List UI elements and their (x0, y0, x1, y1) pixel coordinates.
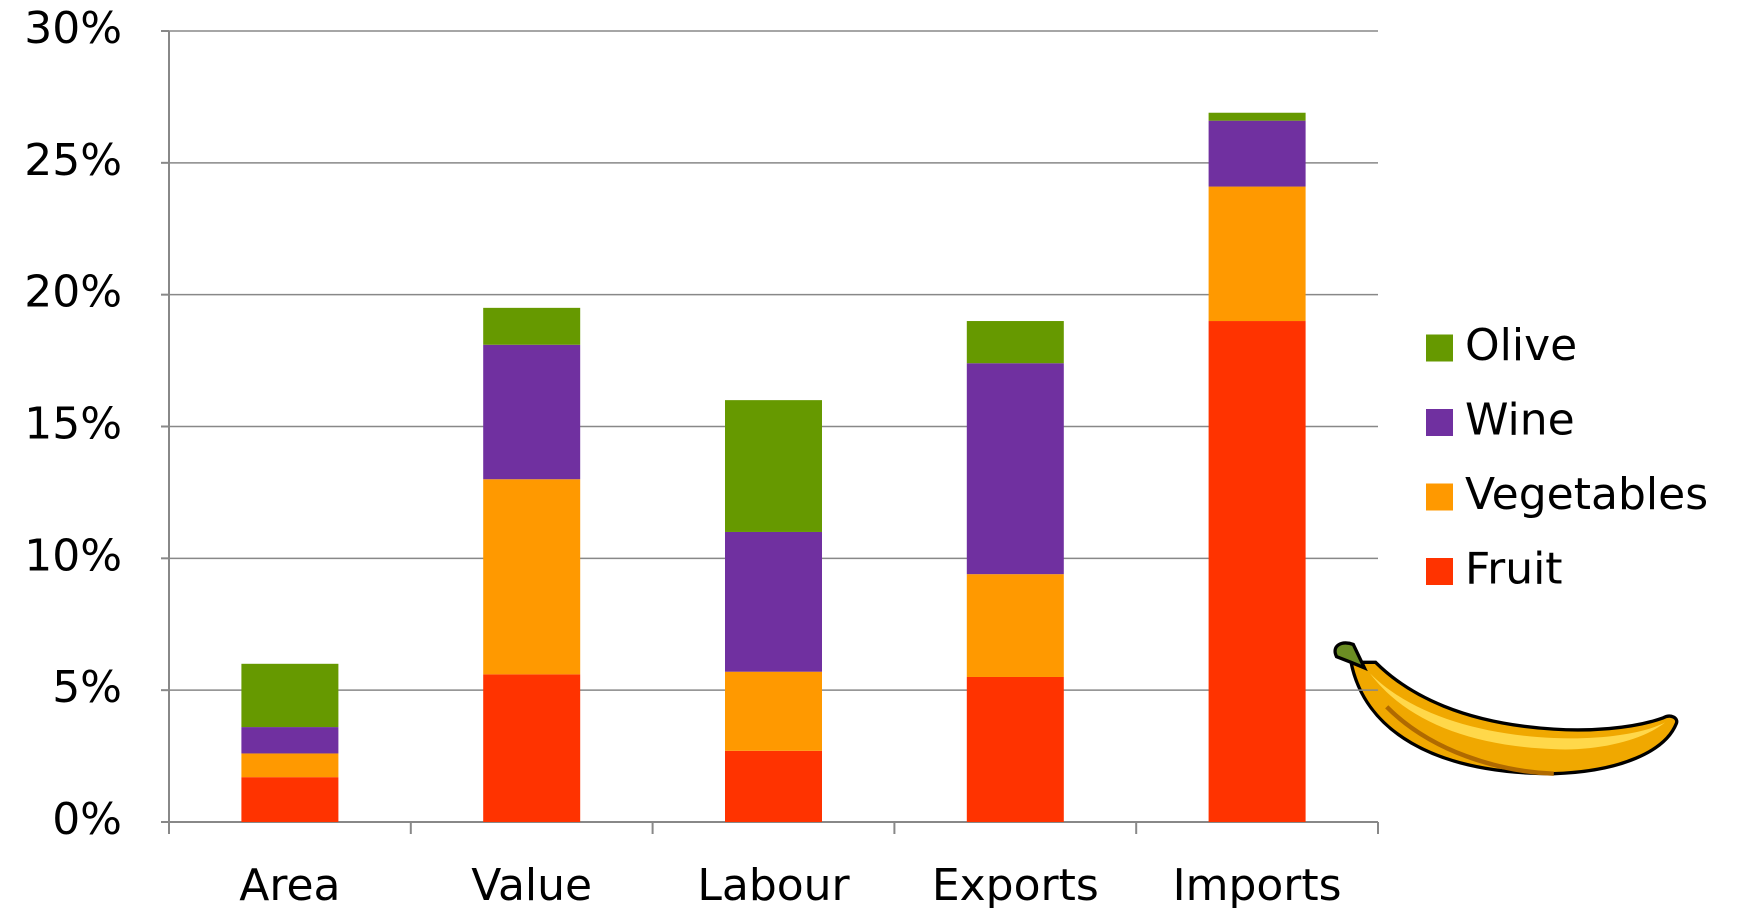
legend-swatch (1426, 334, 1453, 362)
bar-segment (483, 479, 581, 675)
bar-segment (483, 674, 581, 822)
y-tick-label: 10% (24, 530, 122, 581)
bar-segment (1208, 186, 1306, 322)
bar-segment (1208, 112, 1306, 121)
bar-segment (241, 777, 339, 822)
x-tick-label: Area (239, 860, 340, 908)
y-tick-label: 5% (52, 662, 122, 713)
bar-segment (966, 363, 1064, 575)
bar-segment (725, 671, 822, 751)
bar-segment (241, 753, 339, 778)
bar-segment (241, 727, 339, 754)
bar-segment (483, 307, 581, 345)
banana (1333, 641, 1679, 776)
bar-segment (966, 676, 1064, 822)
legend-label: Vegetables (1465, 469, 1708, 520)
bar-segment (483, 344, 581, 480)
y-tick-label: 25% (24, 135, 122, 186)
x-tick-label: Labour (697, 860, 850, 908)
legend-swatch (1426, 558, 1453, 585)
y-tick-label: 0% (52, 794, 122, 845)
legend-label: Olive (1465, 320, 1577, 371)
y-tick-label: 15% (24, 399, 122, 450)
bar-segment (966, 321, 1064, 364)
legend-label: Fruit (1465, 544, 1563, 595)
x-tick-label: Imports (1173, 860, 1342, 908)
legend-swatch (1426, 483, 1453, 511)
legend-label: Wine (1465, 395, 1575, 446)
y-tick-label: 20% (24, 267, 122, 318)
bar-segment (725, 750, 822, 822)
bar-segment (725, 531, 822, 672)
y-tick-label: 30% (24, 3, 122, 54)
bar-segment (1208, 321, 1306, 822)
bar-segment (725, 400, 822, 532)
bar-segment (966, 574, 1064, 677)
bar-segment (1208, 120, 1306, 187)
x-tick-label: Exports (932, 860, 1099, 908)
x-tick-label: Value (471, 860, 592, 908)
bar-segment (241, 663, 339, 728)
legend-swatch (1426, 409, 1453, 436)
